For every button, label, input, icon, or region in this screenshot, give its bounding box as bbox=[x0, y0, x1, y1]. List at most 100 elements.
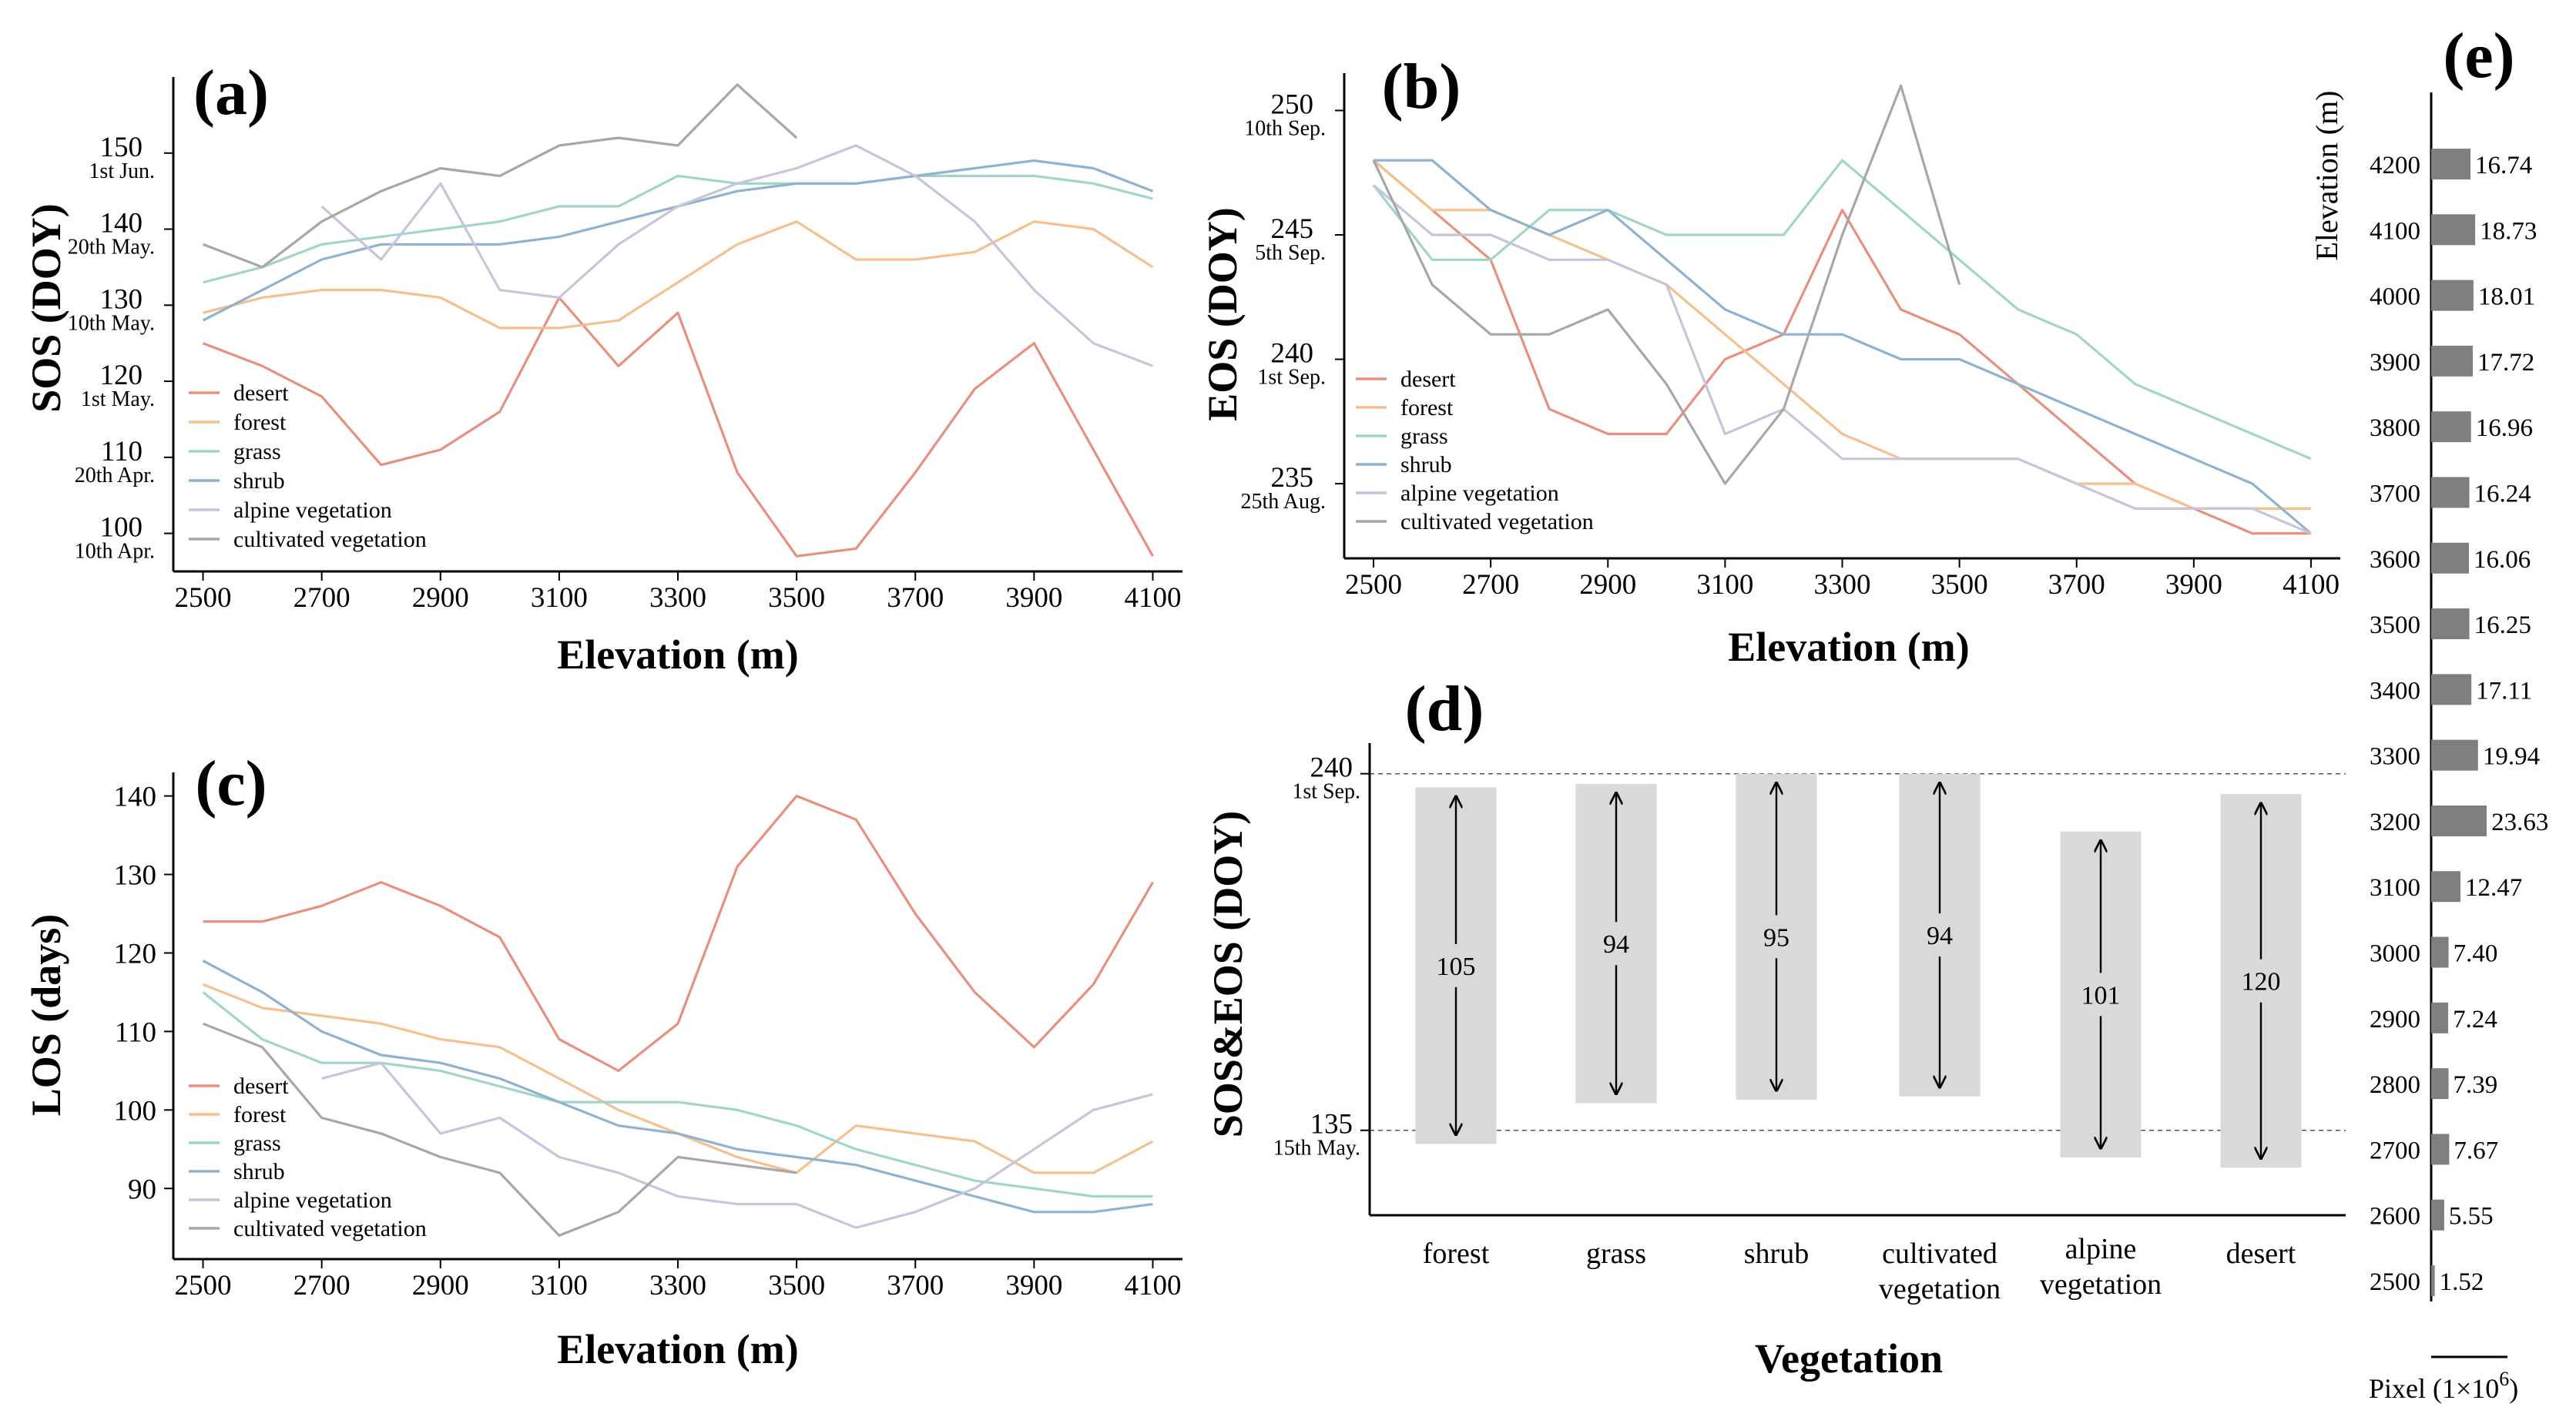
category-label: desert bbox=[2226, 1238, 2296, 1270]
legend-label-alpine-vegetation: alpine vegetation bbox=[233, 497, 392, 523]
y-tick-label: 2900 bbox=[2370, 1006, 2420, 1033]
pixel-bar-4000 bbox=[2431, 280, 2474, 311]
y-tick-label: 4000 bbox=[2370, 283, 2420, 311]
pixel-bar-2800 bbox=[2431, 1068, 2449, 1100]
pixel-bar-3900 bbox=[2431, 345, 2474, 377]
series-line-cultivated-vegetation bbox=[202, 83, 798, 269]
panel-a-sos-chart: 2500 2700 2900 3100 3300 3500 3700 3900 41001001… bbox=[23, 57, 1182, 678]
series-line-grass bbox=[203, 174, 1153, 284]
y-tick-label: 120 bbox=[114, 938, 157, 970]
pixel-bar-4100 bbox=[2431, 214, 2476, 246]
legend-label-cultivated-vegetation: cultivated vegetation bbox=[1400, 509, 1594, 534]
series-line-alpine-vegetation bbox=[321, 1061, 1153, 1229]
pixel-bar-4200 bbox=[2431, 149, 2471, 179]
legend-label-forest: forest bbox=[1400, 395, 1454, 420]
y-tick-date-label: 10th Sep. bbox=[1244, 116, 1326, 140]
pixel-bar-3200 bbox=[2431, 805, 2487, 836]
pixel-bar-3300 bbox=[2431, 739, 2478, 771]
x-tick-label: 4100 bbox=[2283, 569, 2340, 601]
pixel-bar-3400 bbox=[2431, 674, 2472, 705]
category-label: forest bbox=[1423, 1238, 1490, 1270]
category-label: shrub bbox=[1744, 1238, 1809, 1270]
y-tick-label: 140 bbox=[100, 208, 143, 240]
y-tick-label: 2600 bbox=[2370, 1203, 2420, 1231]
bar-value-label: 7.24 bbox=[2453, 1006, 2497, 1033]
panel-label: (a) bbox=[193, 57, 269, 129]
y-tick-label: 3000 bbox=[2370, 940, 2420, 968]
x-tick-label: 3100 bbox=[531, 582, 588, 614]
legend-label-desert: desert bbox=[233, 380, 289, 406]
x-tick-label: 3100 bbox=[1696, 569, 1753, 601]
bar-value-label: 16.74 bbox=[2475, 152, 2532, 179]
y-tick-label: 4100 bbox=[2370, 217, 2420, 245]
bar-value-label: 16.06 bbox=[2474, 546, 2531, 574]
x-tick-label: 3500 bbox=[768, 1270, 825, 1301]
y-tick-label: 2800 bbox=[2370, 1071, 2420, 1099]
y-tick-label: 240 bbox=[1271, 338, 1314, 370]
x-tick-label: 3900 bbox=[2165, 569, 2222, 601]
y-tick-label: 110 bbox=[101, 436, 143, 467]
bar-value-label: 7.67 bbox=[2454, 1137, 2498, 1164]
category-label: cultivated vegetation bbox=[1879, 1238, 2001, 1305]
y-axis-title: SOS&EOS (DOY) bbox=[1205, 811, 1251, 1138]
panel-label: (c) bbox=[195, 748, 267, 819]
bar-value-label: 12.47 bbox=[2465, 874, 2522, 902]
bar-value-label: 5.55 bbox=[2449, 1203, 2494, 1231]
y-tick-label: 250 bbox=[1271, 89, 1314, 120]
y-tick-date-label: 25th Aug. bbox=[1241, 490, 1326, 514]
series-line-cultivated-vegetation bbox=[1372, 84, 1961, 485]
series-line-alpine-vegetation bbox=[1372, 184, 2312, 535]
category-label-word: vegetation bbox=[2040, 1268, 2162, 1301]
bar-value-label: 17.11 bbox=[2476, 677, 2532, 705]
los-value-label: 105 bbox=[1437, 953, 1476, 981]
pixel-bar-3500 bbox=[2431, 608, 2470, 640]
series-line-shrub bbox=[202, 960, 1153, 1214]
pixel-bar-3000 bbox=[2431, 936, 2449, 968]
y-tick-label: 3900 bbox=[2370, 349, 2420, 377]
y-tick-label: 90 bbox=[128, 1174, 156, 1205]
y-tick-label: 3700 bbox=[2370, 480, 2420, 507]
y-tick-label: 3200 bbox=[2370, 809, 2420, 836]
legend-label-shrub: shrub bbox=[233, 468, 285, 494]
x-axis-title: Pixel (1×106) bbox=[2369, 1368, 2518, 1404]
y-axis-title: EOS (DOY) bbox=[1199, 207, 1246, 421]
x-axis-title: Elevation (m) bbox=[557, 631, 798, 678]
panel-e-pixel-count-chart: 4200 16.74 4100 18.73 4000 18.01 3900 17.72 3800… bbox=[2309, 20, 2548, 1404]
series-line-grass bbox=[202, 991, 1153, 1198]
legend-label-cultivated-vegetation: cultivated vegetation bbox=[233, 1216, 427, 1241]
x-tick-label: 4100 bbox=[1124, 1270, 1181, 1301]
x-tick-label: 2900 bbox=[412, 1270, 469, 1301]
pixel-bar-2500 bbox=[2431, 1265, 2435, 1296]
los-value-label: 101 bbox=[2081, 981, 2121, 1010]
y-tick-date-label: 5th Sep. bbox=[1255, 241, 1326, 265]
y-tick-date-label: 1st May. bbox=[81, 387, 155, 411]
legend-label-shrub: shrub bbox=[233, 1159, 285, 1184]
y-tick-label: 3400 bbox=[2370, 677, 2420, 705]
series-line-forest bbox=[202, 983, 1154, 1174]
x-tick-label: 2700 bbox=[293, 582, 351, 614]
bar-value-label: 7.39 bbox=[2454, 1071, 2498, 1099]
y-tick-label: 3300 bbox=[2370, 743, 2420, 771]
bar-value-label: 18.73 bbox=[2480, 217, 2537, 245]
category-label: grass bbox=[1586, 1238, 1646, 1270]
legend-label-forest: forest bbox=[233, 1102, 287, 1127]
series-line-shrub bbox=[1374, 159, 2313, 534]
y-tick-label: 120 bbox=[100, 360, 143, 391]
pixel-bar-3600 bbox=[2431, 542, 2469, 574]
y-tick-label: 3500 bbox=[2370, 611, 2420, 639]
pixel-bar-2900 bbox=[2431, 1002, 2449, 1033]
panel-label: (d) bbox=[1405, 673, 1484, 745]
category-label-word: cultivated bbox=[1882, 1238, 1997, 1270]
x-tick-label: 2500 bbox=[1345, 569, 1402, 601]
panel-b-eos-chart: 2500 2700 2900 3100 3300 3500 3700 3900 41002352… bbox=[1199, 51, 2340, 670]
y-tick-label: 100 bbox=[100, 512, 143, 544]
y-tick-label: 4200 bbox=[2370, 152, 2420, 179]
x-tick-label: 3700 bbox=[887, 582, 944, 614]
y-tick-label: 2700 bbox=[2370, 1137, 2420, 1164]
y-tick-label: 2500 bbox=[2370, 1268, 2420, 1296]
y-tick-label: 3100 bbox=[2370, 874, 2420, 902]
series-line-desert bbox=[203, 794, 1154, 1073]
y-tick-label: 3600 bbox=[2370, 546, 2420, 574]
y-tick-date-label: 1st Sep. bbox=[1292, 780, 1360, 804]
